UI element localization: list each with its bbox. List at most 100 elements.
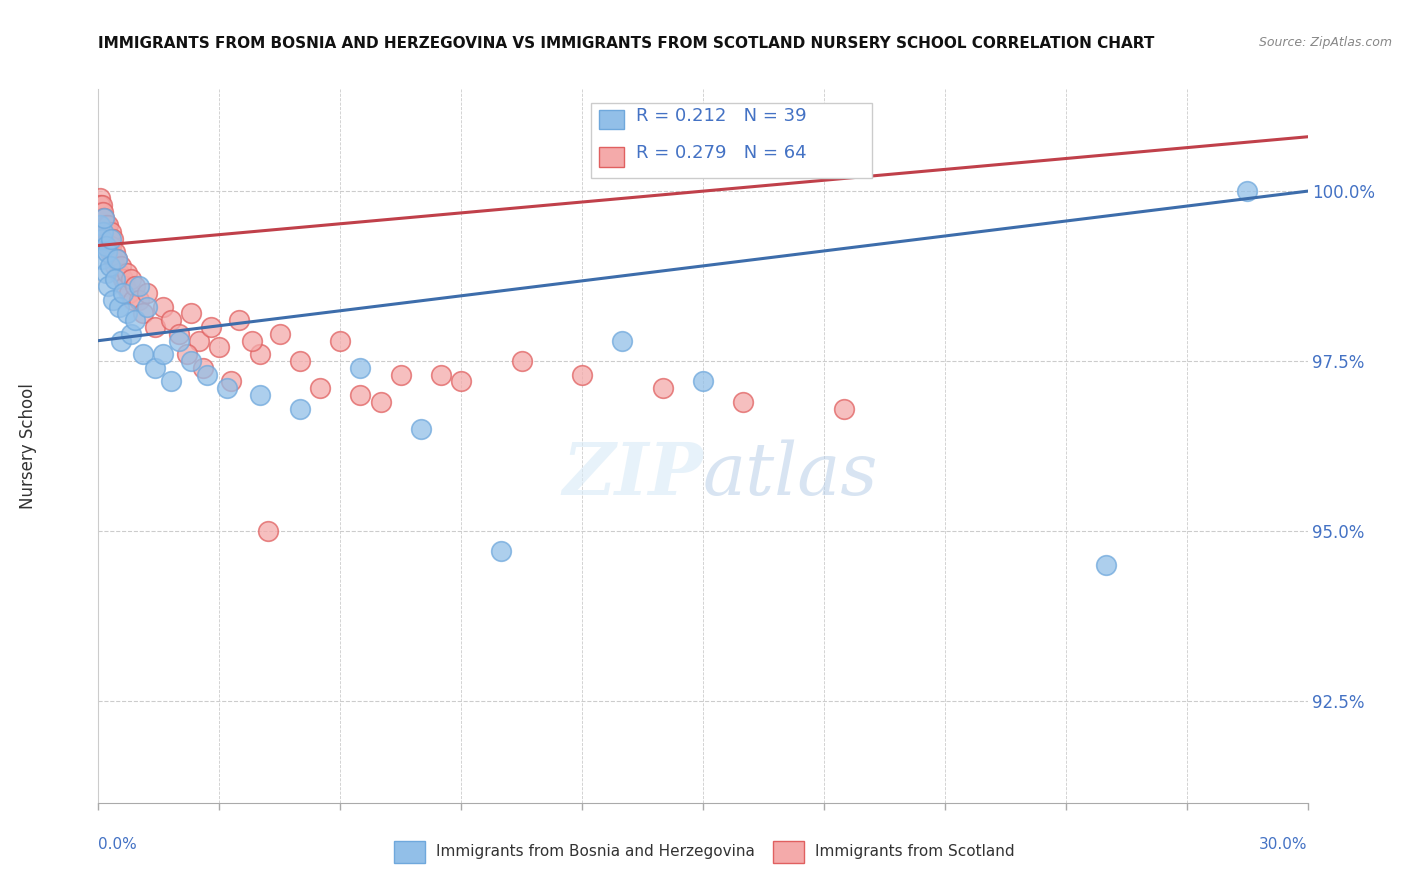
Point: [208, 341, 231, 355]
Point: [91, 211, 114, 226]
Point: [115, 266, 138, 280]
Point: [104, 259, 127, 273]
Point: [93, 218, 115, 232]
Point: [101, 293, 124, 307]
Point: [612, 334, 634, 348]
Point: [120, 326, 142, 341]
Point: [309, 381, 332, 395]
Point: [120, 272, 142, 286]
Point: [121, 293, 143, 307]
Point: [288, 401, 311, 416]
Point: [110, 259, 132, 273]
Point: [91, 225, 114, 239]
Point: [103, 245, 125, 260]
Point: [269, 326, 291, 341]
Point: [101, 252, 124, 266]
Point: [100, 232, 122, 246]
Point: [91, 252, 114, 266]
Point: [97, 279, 120, 293]
Point: [152, 300, 174, 314]
Point: [91, 204, 114, 219]
Text: Immigrants from Scotland: Immigrants from Scotland: [815, 845, 1015, 859]
Point: [91, 198, 114, 212]
Point: [370, 394, 392, 409]
Point: [96, 266, 118, 280]
Point: [349, 388, 371, 402]
Point: [180, 306, 202, 320]
Point: [221, 375, 243, 389]
Point: [160, 313, 183, 327]
Point: [128, 279, 150, 293]
Text: IMMIGRANTS FROM BOSNIA AND HERZEGOVINA VS IMMIGRANTS FROM SCOTLAND NURSERY SCHOO: IMMIGRANTS FROM BOSNIA AND HERZEGOVINA V…: [98, 36, 1154, 51]
Point: [98, 232, 121, 246]
Text: Source: ZipAtlas.com: Source: ZipAtlas.com: [1258, 36, 1392, 49]
Point: [94, 218, 117, 232]
Point: [193, 360, 215, 375]
Point: [93, 211, 115, 226]
Point: [200, 320, 222, 334]
Point: [107, 266, 129, 280]
Point: [733, 394, 755, 409]
Point: [100, 238, 122, 252]
Point: [98, 259, 121, 273]
Point: [1095, 558, 1118, 572]
Point: [111, 272, 134, 286]
Text: Nursery School: Nursery School: [20, 383, 37, 509]
Point: [832, 401, 855, 416]
Point: [409, 422, 432, 436]
Point: [288, 354, 311, 368]
Point: [491, 544, 513, 558]
Point: [571, 368, 593, 382]
Point: [188, 334, 211, 348]
Point: [329, 334, 352, 348]
Point: [249, 388, 271, 402]
Point: [118, 286, 141, 301]
Point: [143, 320, 166, 334]
Point: [195, 368, 218, 382]
Point: [692, 375, 714, 389]
Point: [93, 211, 115, 226]
Point: [240, 334, 263, 348]
Point: [105, 252, 128, 266]
Point: [89, 218, 111, 232]
Point: [103, 232, 125, 246]
Point: [128, 293, 150, 307]
Point: [90, 204, 112, 219]
Point: [510, 354, 533, 368]
Point: [430, 368, 453, 382]
Point: [105, 252, 128, 266]
Point: [90, 232, 112, 246]
Point: [132, 347, 155, 361]
Text: ZIP: ZIP: [562, 439, 703, 510]
Point: [132, 306, 155, 320]
Point: [349, 360, 371, 375]
Point: [167, 334, 190, 348]
Point: [389, 368, 412, 382]
Point: [110, 334, 132, 348]
Point: [135, 286, 157, 301]
Point: [89, 191, 111, 205]
Point: [96, 225, 118, 239]
Point: [249, 347, 271, 361]
Point: [1236, 184, 1258, 198]
Point: [111, 286, 134, 301]
Point: [167, 326, 190, 341]
Point: [107, 300, 129, 314]
Point: [450, 375, 472, 389]
Text: 0.0%: 0.0%: [98, 837, 138, 852]
Text: 30.0%: 30.0%: [1260, 837, 1308, 852]
Point: [228, 313, 250, 327]
Point: [124, 313, 146, 327]
Point: [100, 225, 122, 239]
Point: [98, 245, 121, 260]
Point: [256, 524, 278, 538]
Point: [96, 232, 118, 246]
Text: R = 0.212   N = 39: R = 0.212 N = 39: [636, 107, 806, 125]
Point: [124, 279, 146, 293]
Point: [94, 225, 117, 239]
Point: [89, 198, 111, 212]
Point: [94, 238, 117, 252]
Text: R = 0.279   N = 64: R = 0.279 N = 64: [636, 144, 806, 161]
Text: atlas: atlas: [703, 439, 879, 510]
Point: [180, 354, 202, 368]
